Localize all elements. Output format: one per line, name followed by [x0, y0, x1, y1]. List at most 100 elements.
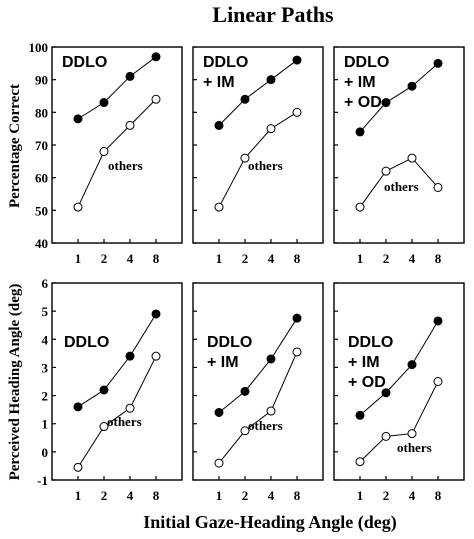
series-line-open-bottom-0 [77, 355, 157, 468]
x-tick-label-bottom-2: 8 [435, 488, 442, 503]
data-point-open-top-1 [266, 124, 276, 134]
series-label-others-top-2: others [384, 179, 419, 194]
y-tick-label-bottom-0: 5 [42, 304, 49, 319]
series-label-others-bottom-2: others [397, 440, 432, 455]
data-point-filled-top-2 [433, 58, 443, 68]
data-point-filled-top-2 [381, 98, 391, 108]
data-point-open-bottom-1 [292, 347, 302, 357]
y-tick-label-bottom-0: 1 [42, 417, 49, 432]
x-tick-label-top-2: 2 [383, 251, 390, 266]
x-tick-label-bottom-2: 4 [409, 488, 416, 503]
series-line-filled-top-0 [77, 56, 157, 120]
data-point-open-bottom-0 [151, 351, 161, 361]
panel-label-bottom-1: + IM [207, 354, 239, 371]
x-tick-label-top-0: 2 [101, 251, 108, 266]
data-point-filled-bottom-2 [355, 410, 365, 420]
data-point-open-top-0 [151, 94, 161, 104]
data-point-open-bottom-2 [433, 377, 443, 386]
x-tick-label-bottom-1: 4 [268, 488, 275, 503]
data-point-open-top-1 [292, 107, 302, 117]
x-tick-label-top-1: 4 [268, 251, 275, 266]
x-tick-label-bottom-0: 4 [127, 488, 134, 503]
panel-label-top-2: + OD [344, 94, 382, 111]
series-line-filled-bottom-1 [218, 317, 298, 413]
data-point-open-top-0 [99, 147, 109, 157]
data-point-open-top-0 [73, 202, 83, 212]
panel-frame-bottom-0 [51, 282, 183, 481]
x-tick-label-bottom-2: 2 [383, 488, 390, 503]
x-axis-label: Initial Gaze-Heading Angle (deg) [143, 512, 397, 533]
data-point-filled-top-1 [266, 75, 276, 85]
series-line-open-bottom-2 [359, 381, 439, 463]
series-line-open-top-0 [77, 98, 157, 208]
series-label-others-top-0: others [108, 158, 143, 173]
data-point-open-top-1 [214, 202, 224, 212]
data-point-filled-top-0 [99, 98, 109, 108]
panel-frame-bottom-1 [192, 282, 324, 481]
x-tick-label-top-0: 4 [127, 251, 134, 266]
data-point-filled-bottom-1 [240, 386, 250, 396]
data-point-open-top-2 [407, 153, 417, 163]
x-tick-label-top-1: 1 [216, 251, 223, 266]
data-point-filled-bottom-0 [125, 351, 135, 361]
x-tick-label-top-2: 4 [409, 251, 416, 266]
data-point-open-bottom-0 [73, 462, 83, 472]
panel-label-top-0: DDLO [62, 54, 107, 71]
series-line-filled-bottom-0 [77, 313, 157, 408]
x-tick-label-top-1: 2 [242, 251, 249, 266]
panel-frame-bottom-2 [333, 282, 465, 481]
panel-label-top-2: DDLO [344, 54, 389, 71]
y-tick-label-top-0: 90 [35, 73, 48, 88]
x-tick-label-bottom-0: 1 [75, 488, 82, 503]
x-tick-label-bottom-2: 1 [357, 488, 364, 503]
data-point-filled-top-1 [214, 120, 224, 130]
data-point-filled-top-2 [407, 81, 417, 91]
series-line-filled-top-2 [359, 62, 439, 133]
panel-label-top-1: + IM [203, 74, 235, 91]
data-point-filled-bottom-1 [266, 354, 276, 364]
series-line-filled-bottom-2 [359, 320, 439, 416]
series-line-open-top-2 [359, 157, 439, 208]
data-point-open-bottom-1 [214, 458, 224, 468]
data-point-filled-top-0 [125, 71, 135, 81]
y-tick-label-bottom-0: 2 [42, 389, 49, 404]
panel-label-bottom-1: DDLO [207, 334, 252, 351]
y-tick-label-top-0: 80 [35, 105, 48, 120]
x-tick-label-top-0: 8 [153, 251, 160, 266]
y-tick-label-top-0: 40 [35, 236, 48, 251]
series-label-others-top-1: others [248, 158, 283, 173]
data-point-open-bottom-2 [381, 431, 391, 441]
bottom-y-axis-label: Perceived Heading Angle (deg) [7, 284, 23, 481]
panel-label-bottom-0: DDLO [64, 334, 109, 351]
y-tick-label-top-0: 50 [35, 203, 48, 218]
x-tick-label-bottom-1: 1 [216, 488, 223, 503]
data-point-filled-bottom-0 [151, 309, 161, 319]
panel-label-top-1: DDLO [203, 54, 248, 71]
data-point-open-bottom-2 [355, 457, 365, 467]
y-tick-label-top-0: 100 [29, 40, 49, 55]
panel-label-bottom-2: + OD [348, 374, 386, 391]
data-point-filled-bottom-1 [292, 313, 302, 323]
figure-title: Linear Paths [212, 2, 334, 27]
data-point-open-top-2 [355, 202, 365, 212]
y-tick-label-bottom-0: -1 [37, 473, 48, 488]
data-point-filled-top-0 [151, 52, 161, 62]
top-y-axis-label: Percentage Correct [7, 84, 23, 208]
x-tick-label-top-2: 1 [357, 251, 364, 266]
data-point-filled-bottom-1 [214, 407, 224, 417]
panel-label-bottom-2: DDLO [348, 334, 393, 351]
data-point-filled-top-0 [73, 114, 83, 124]
data-point-open-top-2 [433, 182, 443, 192]
x-tick-label-bottom-0: 2 [101, 488, 108, 503]
panel-label-top-2: + IM [344, 74, 376, 91]
series-line-open-top-1 [218, 111, 298, 208]
data-point-open-bottom-2 [407, 429, 417, 439]
data-point-filled-bottom-2 [381, 388, 391, 398]
data-point-open-bottom-1 [240, 426, 250, 436]
data-point-filled-top-1 [292, 55, 302, 65]
y-tick-label-bottom-0: 3 [42, 360, 49, 375]
panel-frame-top-0 [51, 46, 183, 244]
data-point-open-top-2 [381, 166, 391, 176]
data-point-open-top-1 [240, 153, 250, 163]
